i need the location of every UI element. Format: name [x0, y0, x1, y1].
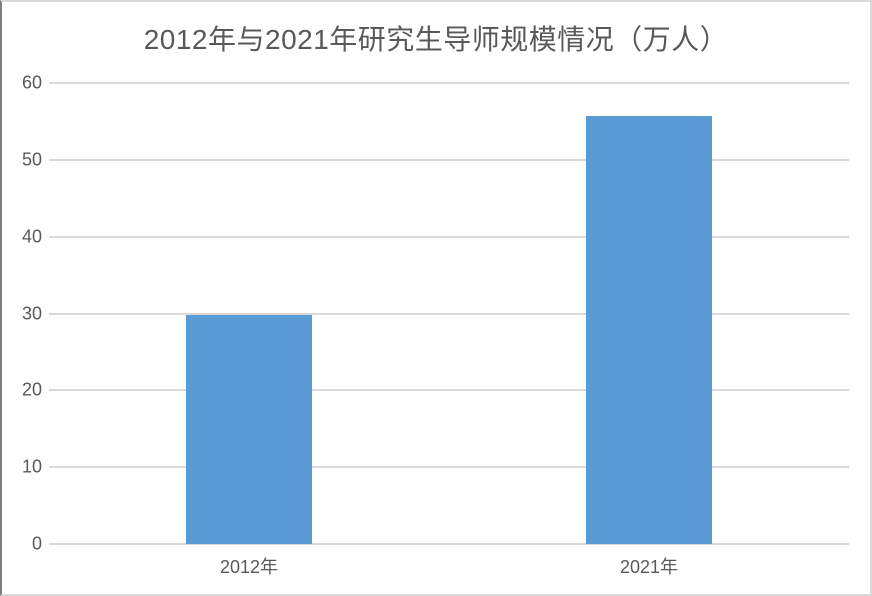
y-axis-tick-label: 20	[21, 379, 42, 400]
gridline-y-10	[49, 466, 849, 469]
x-axis-category-label: 2012年	[219, 557, 279, 577]
bar-2012年	[186, 315, 312, 544]
y-axis-tick-label: 50	[21, 149, 42, 170]
gridline-y-30	[49, 312, 849, 315]
gridline-y-20	[49, 389, 849, 392]
plot-area	[49, 82, 849, 545]
y-axis-tick-label: 0	[31, 533, 42, 554]
y-axis-tick-label: 30	[21, 303, 42, 323]
gridline-y-40	[49, 235, 849, 238]
y-axis-tick-label: 10	[21, 456, 42, 477]
gridline-y-50	[49, 158, 849, 161]
chart-title: 2012年与2021年研究生导师规模情况（万人）	[143, 24, 729, 55]
y-axis-tick-label: 60	[21, 72, 42, 93]
gridline-y-60	[49, 82, 849, 84]
x-axis-category-label: 2021年	[619, 557, 679, 577]
bar-2021年	[586, 116, 712, 544]
gridline-y-0	[49, 543, 849, 545]
y-axis-tick-label: 40	[21, 226, 42, 247]
